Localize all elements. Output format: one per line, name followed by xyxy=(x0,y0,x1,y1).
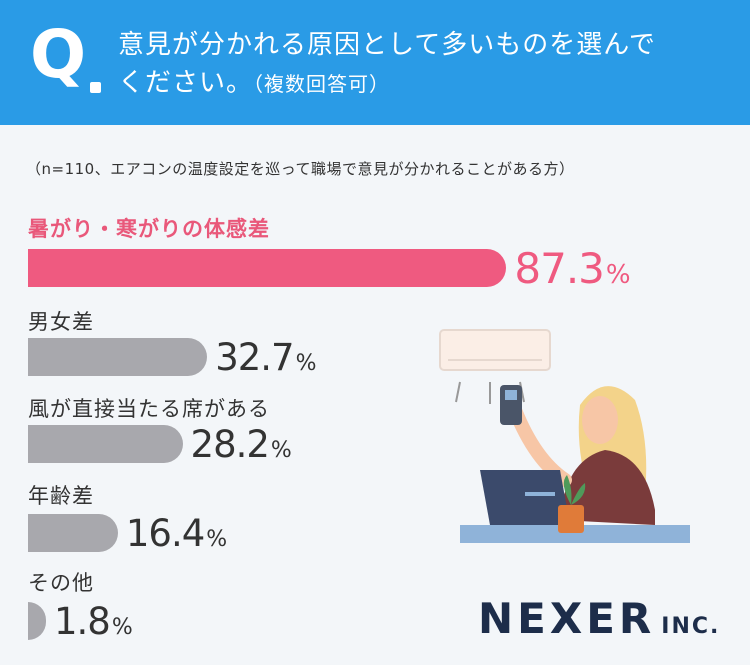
bar-label-2: 男女差 xyxy=(28,310,94,334)
header-banner: Q 意見が分かれる原因として多いものを選んで ください。（複数回答可） xyxy=(0,0,750,125)
bar-value-number-4: 16.4 xyxy=(125,512,205,555)
bar-value-unit-4: % xyxy=(206,527,227,552)
bar-label-1: 暑がり・寒がりの体感差 xyxy=(28,217,270,241)
nexer-logo: NEXER INC. xyxy=(478,598,720,640)
bar-value-3: 28.2% xyxy=(190,423,292,466)
question-mark-label: Q xyxy=(30,16,87,93)
sample-note: （n=110、エアコンの温度設定を巡って職場で意見が分かれることがある方） xyxy=(26,160,575,178)
bar-1 xyxy=(28,249,507,287)
bar-label-4: 年齢差 xyxy=(28,484,94,508)
bar-label-5: その他 xyxy=(28,571,94,595)
office-worker-illustration xyxy=(439,329,690,543)
bar-label-3: 風が直接当たる席がある xyxy=(28,397,270,421)
bar-value-unit-5: % xyxy=(111,615,133,640)
bar-value-5: 1.8% xyxy=(54,600,133,643)
bar-value-2: 32.7% xyxy=(215,336,317,379)
question-line-2-main: ください。 xyxy=(118,68,254,98)
bar-4 xyxy=(28,514,118,552)
bar-2 xyxy=(28,338,208,376)
bar-value-unit-1: % xyxy=(605,260,631,290)
bar-5 xyxy=(28,602,46,640)
bar-value-number-5: 1.8 xyxy=(54,600,111,643)
bar-value-number-1: 87.3 xyxy=(514,244,605,293)
logo-suffix: INC. xyxy=(661,614,721,639)
bar-value-unit-2: % xyxy=(295,351,317,376)
question-line-1: 意見が分かれる原因として多いものを選んで xyxy=(118,30,656,60)
bar-value-number-3: 28.2 xyxy=(190,423,270,466)
bar-value-4: 16.4% xyxy=(125,512,227,555)
question-text: 意見が分かれる原因として多いものを選んで ください。（複数回答可） xyxy=(118,26,738,103)
bar-3 xyxy=(28,425,183,463)
question-mark-dot xyxy=(90,82,101,93)
logo-name: NEXER xyxy=(478,594,656,643)
question-line-2: ください。（複数回答可） xyxy=(118,64,738,103)
question-sub: （複数回答可） xyxy=(253,72,391,96)
bar-value-1: 87.3% xyxy=(514,248,631,290)
bar-value-unit-3: % xyxy=(270,438,292,463)
bar-value-number-2: 32.7 xyxy=(215,336,294,379)
